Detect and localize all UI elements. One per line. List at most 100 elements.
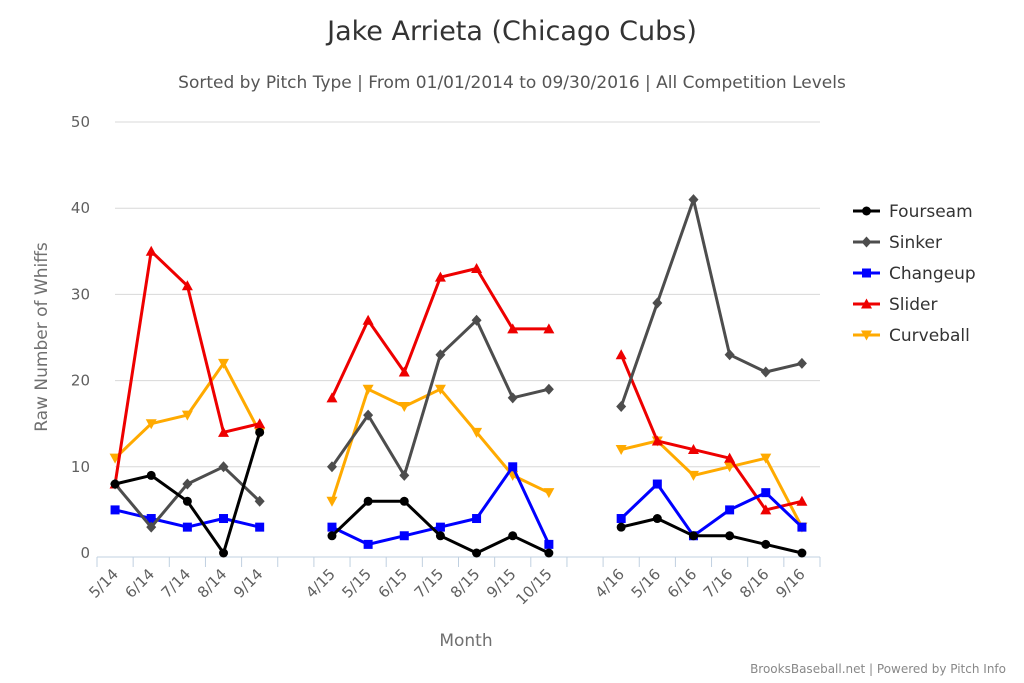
point-curveball[interactable] [687,470,699,481]
point-sinker[interactable] [760,366,771,378]
point-curveball[interactable] [109,453,121,464]
point-fourseam[interactable] [146,470,156,480]
point-changeup[interactable] [399,531,409,541]
point-sinker[interactable] [507,392,518,404]
point-fourseam[interactable] [327,531,337,541]
credits[interactable]: BrooksBaseball.net | Powered by Pitch In… [750,662,1006,676]
point-fourseam[interactable] [399,496,409,506]
point-fourseam[interactable] [472,548,482,558]
point-fourseam[interactable] [688,531,698,541]
point-sinker[interactable] [182,478,193,490]
point-slider[interactable] [398,366,410,377]
point-changeup[interactable] [652,479,662,489]
chart-subtitle: Sorted by Pitch Type | From 01/01/2014 t… [178,73,846,93]
point-fourseam[interactable] [725,531,735,541]
point-slider[interactable] [145,245,157,256]
point-sinker[interactable] [146,521,157,533]
point-sinker[interactable] [471,314,482,326]
point-fourseam[interactable] [110,479,120,489]
point-fourseam[interactable] [363,496,373,506]
point-sinker[interactable] [796,357,807,369]
point-fourseam[interactable] [797,548,807,558]
point-curveball[interactable] [724,462,736,473]
point-sinker[interactable] [435,349,446,361]
point-curveball[interactable] [398,401,410,412]
point-curveball[interactable] [760,453,772,464]
legend-marker-curveball[interactable] [861,330,872,341]
point-fourseam[interactable] [182,496,192,506]
point-slider[interactable] [507,323,519,334]
point-curveball[interactable] [471,427,483,438]
series-sinker [110,194,807,533]
point-fourseam[interactable] [508,531,518,541]
point-sinker[interactable] [616,400,627,412]
point-changeup[interactable] [255,522,265,532]
point-sinker[interactable] [363,409,374,421]
point-slider[interactable] [362,314,374,325]
point-slider[interactable] [434,271,446,282]
legend-label-sinker: Sinker [889,233,942,253]
point-sinker[interactable] [688,194,699,206]
legend-item-changeup[interactable]: Changeup [853,264,976,284]
x-tick-label: 9/14 [230,565,267,602]
legend-marker-slider[interactable] [861,298,872,309]
point-changeup[interactable] [508,462,518,472]
point-slider[interactable] [651,435,663,446]
point-sinker[interactable] [724,349,735,361]
point-slider[interactable] [254,418,266,429]
point-fourseam[interactable] [544,548,554,558]
point-changeup[interactable] [363,539,373,549]
point-fourseam[interactable] [616,522,626,532]
point-sinker[interactable] [543,383,554,395]
point-slider[interactable] [687,444,699,455]
legend-item-curveball[interactable]: Curveball [853,326,970,346]
legend-marker-fourseam[interactable] [862,206,871,216]
point-curveball[interactable] [181,410,193,421]
point-slider[interactable] [218,426,230,437]
point-changeup[interactable] [616,514,626,524]
point-slider[interactable] [796,495,808,506]
legend-item-slider[interactable]: Slider [853,295,937,315]
legend-item-sinker[interactable]: Sinker [853,233,942,253]
point-sinker[interactable] [652,297,663,309]
point-curveball[interactable] [145,419,157,430]
point-curveball[interactable] [362,384,374,395]
x-tick-label: 4/16 [591,565,628,602]
point-slider[interactable] [326,392,338,403]
point-slider[interactable] [543,323,555,334]
point-curveball[interactable] [615,445,627,456]
point-curveball[interactable] [326,496,338,507]
point-changeup[interactable] [146,514,156,524]
point-changeup[interactable] [725,505,735,515]
legend-item-fourseam[interactable]: Fourseam [853,202,973,222]
point-curveball[interactable] [218,358,230,369]
point-curveball[interactable] [543,488,555,499]
point-curveball[interactable] [434,384,446,395]
y-axis: 0 10 20 30 40 50 [71,113,90,562]
point-changeup[interactable] [327,522,337,532]
point-sinker[interactable] [218,461,229,473]
point-fourseam[interactable] [435,531,445,541]
point-fourseam[interactable] [219,548,229,558]
point-fourseam[interactable] [761,539,771,549]
point-slider[interactable] [760,504,772,515]
point-slider[interactable] [471,263,483,274]
point-slider[interactable] [615,349,627,360]
point-changeup[interactable] [544,539,554,549]
point-changeup[interactable] [472,514,482,524]
point-fourseam[interactable] [652,514,662,524]
point-fourseam[interactable] [255,427,265,437]
point-sinker[interactable] [326,461,337,473]
point-changeup[interactable] [219,514,229,524]
point-slider[interactable] [181,280,193,291]
point-changeup[interactable] [182,522,192,532]
point-sinker[interactable] [254,495,265,507]
point-changeup[interactable] [435,522,445,532]
legend-marker-changeup[interactable] [862,268,871,278]
point-slider[interactable] [724,452,736,463]
point-changeup[interactable] [797,522,807,532]
point-changeup[interactable] [110,505,120,515]
point-changeup[interactable] [761,488,771,498]
legend-marker-sinker[interactable] [861,236,872,248]
point-sinker[interactable] [399,469,410,481]
